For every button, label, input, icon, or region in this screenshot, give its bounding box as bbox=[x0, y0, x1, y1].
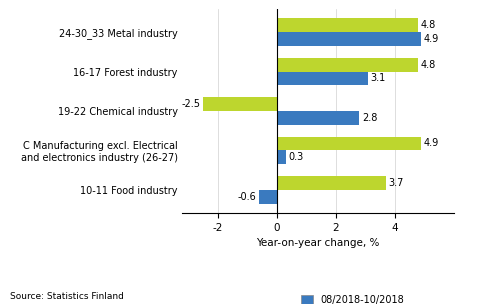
Text: 3.1: 3.1 bbox=[371, 74, 386, 84]
Bar bbox=[259, 190, 277, 204]
Bar bbox=[277, 32, 421, 46]
Bar bbox=[277, 71, 368, 85]
Text: 4.9: 4.9 bbox=[424, 138, 439, 148]
Text: 4.8: 4.8 bbox=[421, 20, 436, 30]
Bar bbox=[277, 111, 359, 125]
Text: 4.8: 4.8 bbox=[421, 60, 436, 70]
Text: 0.3: 0.3 bbox=[288, 152, 304, 162]
Bar bbox=[277, 58, 418, 71]
Text: 2.8: 2.8 bbox=[362, 113, 377, 123]
Text: 4.9: 4.9 bbox=[424, 34, 439, 44]
Text: Source: Statistics Finland: Source: Statistics Finland bbox=[10, 292, 124, 301]
Text: -2.5: -2.5 bbox=[181, 99, 200, 109]
Bar bbox=[203, 97, 277, 111]
Legend: 08/2018-10/2018, 08/2017-10/2017: 08/2018-10/2018, 08/2017-10/2017 bbox=[301, 295, 405, 304]
Text: 3.7: 3.7 bbox=[388, 178, 404, 188]
Bar bbox=[277, 136, 421, 150]
Bar bbox=[277, 18, 418, 32]
Bar bbox=[277, 176, 386, 190]
Bar bbox=[277, 150, 285, 164]
X-axis label: Year-on-year change, %: Year-on-year change, % bbox=[256, 238, 380, 248]
Text: -0.6: -0.6 bbox=[238, 192, 256, 202]
